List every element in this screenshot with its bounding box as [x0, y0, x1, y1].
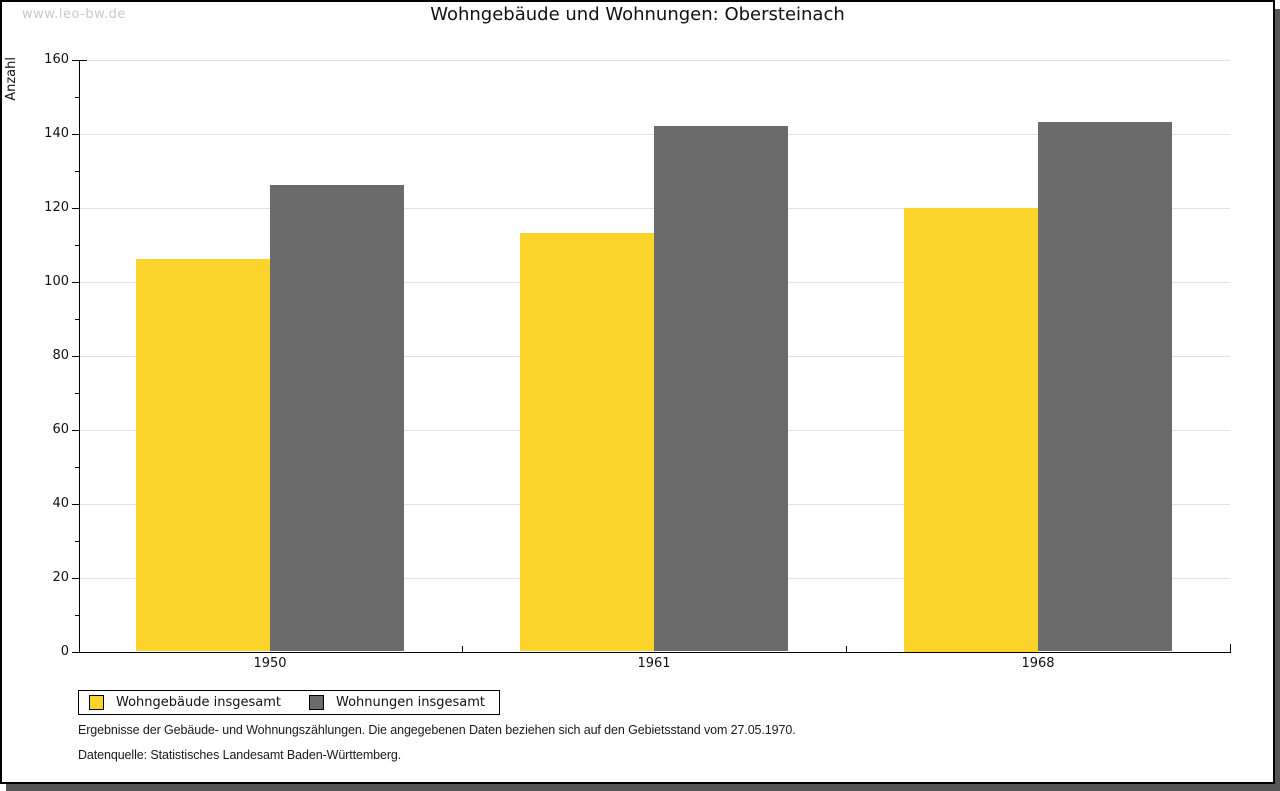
- bar-1950-wohngebaeude: [136, 259, 270, 651]
- bar-1968-wohnungen: [1038, 122, 1172, 651]
- x-tick-label: 1961: [637, 656, 671, 671]
- y-tick-major: [72, 578, 79, 579]
- y-tick-major: [72, 430, 79, 431]
- y-tick-minor: [75, 245, 79, 246]
- legend-item-wohnungen: Wohnungen insgesamt: [309, 695, 485, 710]
- source-line: Datenquelle: Statistisches Landesamt Bad…: [78, 748, 402, 762]
- y-tick-minor: [75, 319, 79, 320]
- y-tick-major: [72, 356, 79, 357]
- watermark: www.leo-bw.de: [22, 7, 126, 22]
- y-tick-major: [72, 134, 79, 135]
- bar-1961-wohngebaeude: [520, 233, 654, 651]
- y-tick-major: [72, 282, 79, 283]
- y-tick-label: 100: [44, 274, 69, 289]
- legend: Wohngebäude insgesamt Wohnungen insgesam…: [78, 690, 500, 715]
- y-tick-minor: [75, 393, 79, 394]
- y-tick-major: [72, 208, 79, 209]
- x-axis: [79, 652, 1231, 653]
- x-tick-label: 1950: [253, 656, 287, 671]
- x-tick-label: 1968: [1021, 656, 1055, 671]
- legend-label: Wohngebäude insgesamt: [116, 695, 281, 710]
- y-axis-cap: [79, 60, 87, 61]
- y-tick-label: 0: [60, 644, 69, 659]
- legend-item-wohngebaeude: Wohngebäude insgesamt: [89, 695, 281, 710]
- y-tick-label: 160: [44, 52, 69, 67]
- y-tick-major: [72, 504, 79, 505]
- y-tick-minor: [75, 615, 79, 616]
- plot-area: 0 20 40 60 80 100 120 140 160 1950 1961 1968: [2, 2, 1273, 782]
- legend-swatch-gray: [309, 695, 324, 710]
- y-tick-minor: [75, 541, 79, 542]
- y-tick-label: 40: [52, 496, 69, 511]
- y-axis: [79, 60, 80, 653]
- y-tick-minor: [75, 97, 79, 98]
- y-tick-label: 120: [44, 200, 69, 215]
- x-group-tick: [462, 646, 463, 652]
- footnote-line1: Ergebnisse der Gebäude- und Wohnungszähl…: [78, 723, 796, 737]
- y-gridline: [79, 60, 1230, 61]
- y-tick-label: 140: [44, 126, 69, 141]
- bar-1968-wohngebaeude: [904, 208, 1038, 652]
- y-tick-label: 80: [52, 348, 69, 363]
- chart-title: Wohngebäude und Wohnungen: Obersteinach: [430, 4, 845, 25]
- y-tick-label: 20: [52, 570, 69, 585]
- y-tick-major: [72, 652, 79, 653]
- y-tick-minor: [75, 171, 79, 172]
- y-tick-minor: [75, 467, 79, 468]
- x-group-tick: [846, 646, 847, 652]
- legend-label: Wohnungen insgesamt: [336, 695, 485, 710]
- bar-1950-wohnungen: [270, 185, 404, 651]
- legend-swatch-yellow: [89, 695, 104, 710]
- bar-1961-wohnungen: [654, 126, 788, 651]
- x-axis-cap: [1230, 644, 1231, 652]
- y-tick-label: 60: [52, 422, 69, 437]
- y-tick-major: [72, 60, 79, 61]
